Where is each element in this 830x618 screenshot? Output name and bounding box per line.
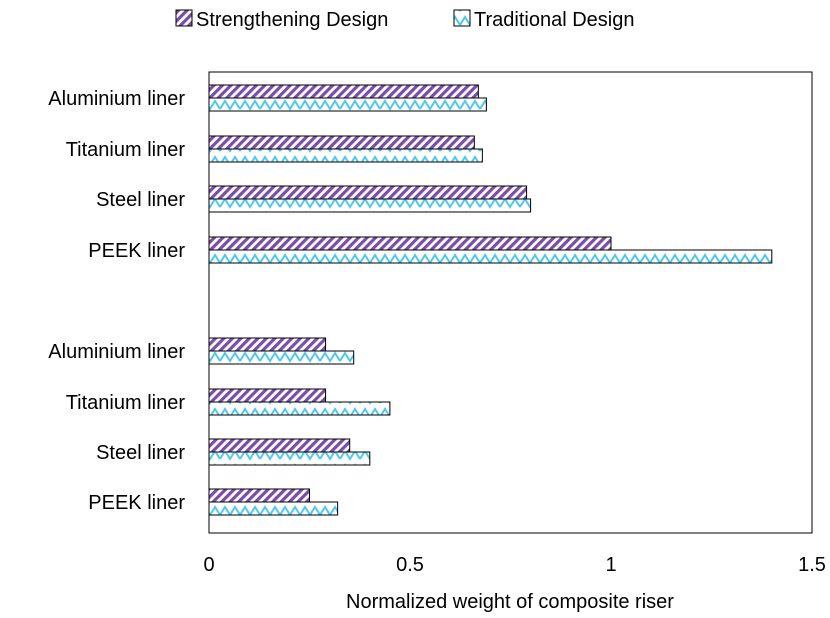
category-label: Steel liner xyxy=(96,189,185,211)
legend-swatch-strengthening xyxy=(175,9,193,27)
legend-label-strengthening: Strengthening Design xyxy=(196,9,388,31)
bar-strengthening xyxy=(208,388,327,403)
bar-traditional xyxy=(208,451,371,466)
category-label: Aluminium liner xyxy=(48,341,185,363)
bar-strengthening xyxy=(208,438,351,453)
bars-group xyxy=(208,84,773,516)
bar-strengthening xyxy=(208,135,475,150)
x-tick-label: 0.5 xyxy=(396,554,424,576)
bar-traditional xyxy=(208,198,532,213)
bar-strengthening xyxy=(208,84,479,99)
bar-traditional xyxy=(208,249,773,264)
category-label: Steel liner xyxy=(96,442,185,464)
category-label: PEEK liner xyxy=(88,240,185,262)
category-label: Titanium liner xyxy=(66,392,186,414)
legend-swatch-traditional xyxy=(453,9,471,27)
x-axis-title: Normalized weight of composite riser xyxy=(346,591,674,613)
bar-strengthening xyxy=(208,337,327,352)
bar-strengthening xyxy=(208,488,310,503)
legend: Strengthening Design Traditional Design xyxy=(175,9,634,31)
x-tick-label: 1.5 xyxy=(798,554,826,576)
x-axis-tick-labels: 0 0.5 1 1.5 xyxy=(203,554,825,576)
category-label: PEEK liner xyxy=(88,492,185,514)
x-tick-label: 1 xyxy=(605,554,616,576)
bar-traditional xyxy=(208,401,391,416)
bar-traditional xyxy=(208,148,483,163)
legend-label-traditional: Traditional Design xyxy=(474,9,634,31)
plot-area-frame xyxy=(208,71,813,534)
bar-traditional xyxy=(208,97,487,112)
bar-traditional xyxy=(208,350,355,365)
bar-strengthening xyxy=(208,236,612,251)
category-labels: Aluminium liner Titanium liner Steel lin… xyxy=(48,88,185,514)
category-label: Titanium liner xyxy=(66,139,186,161)
bar-strengthening xyxy=(208,185,528,200)
category-label: Aluminium liner xyxy=(48,88,185,110)
x-tick-label: 0 xyxy=(203,554,214,576)
bar-traditional xyxy=(208,501,339,516)
